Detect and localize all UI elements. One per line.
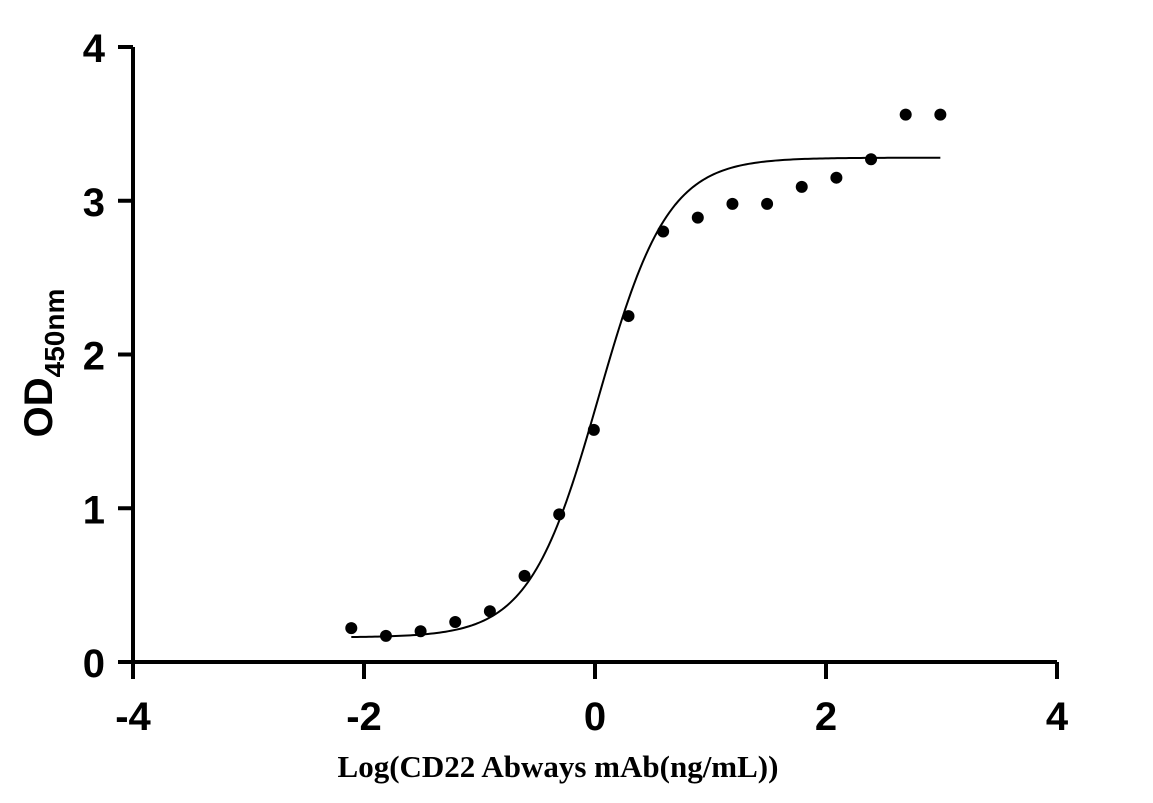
data-point xyxy=(865,153,878,166)
data-point xyxy=(553,508,566,521)
y-tick-label: 4 xyxy=(83,27,106,71)
y-tick-label: 0 xyxy=(83,642,105,686)
data-point xyxy=(726,197,739,210)
data-points xyxy=(345,108,947,642)
y-axis-label: OD450nm xyxy=(17,289,70,438)
data-point xyxy=(379,629,392,642)
data-point xyxy=(587,423,600,436)
x-tick-label: 4 xyxy=(1046,695,1069,739)
data-point xyxy=(830,171,843,184)
data-point xyxy=(761,197,774,210)
data-point xyxy=(518,569,531,582)
tick-labels: 0 1 2 3 4 -4 -2 0 2 4 xyxy=(83,27,1069,739)
data-point xyxy=(899,108,912,121)
x-axis-label: Log(CD22 Abways mAb(ng/mL)) xyxy=(338,749,779,784)
y-axis-label-subscript: 450nm xyxy=(39,289,70,378)
y-tick-label: 2 xyxy=(83,335,105,379)
ticks xyxy=(118,45,1059,679)
data-point xyxy=(622,310,635,323)
axes xyxy=(131,47,1057,664)
y-tick-label: 3 xyxy=(83,181,105,225)
data-point xyxy=(483,605,496,618)
data-point xyxy=(795,180,808,193)
data-point xyxy=(657,225,670,238)
x-tick-label: 0 xyxy=(584,695,606,739)
y-axis-label-main: OD xyxy=(17,377,61,437)
x-tick-label: -2 xyxy=(346,695,382,739)
data-point xyxy=(934,108,947,121)
data-point xyxy=(449,616,462,629)
data-point xyxy=(345,622,358,635)
x-tick-label: 2 xyxy=(815,695,837,739)
x-tick-label: -4 xyxy=(115,695,151,739)
y-tick-label: 1 xyxy=(83,488,105,532)
fit-curve xyxy=(351,156,941,639)
data-point xyxy=(414,625,427,638)
data-point xyxy=(691,211,704,224)
